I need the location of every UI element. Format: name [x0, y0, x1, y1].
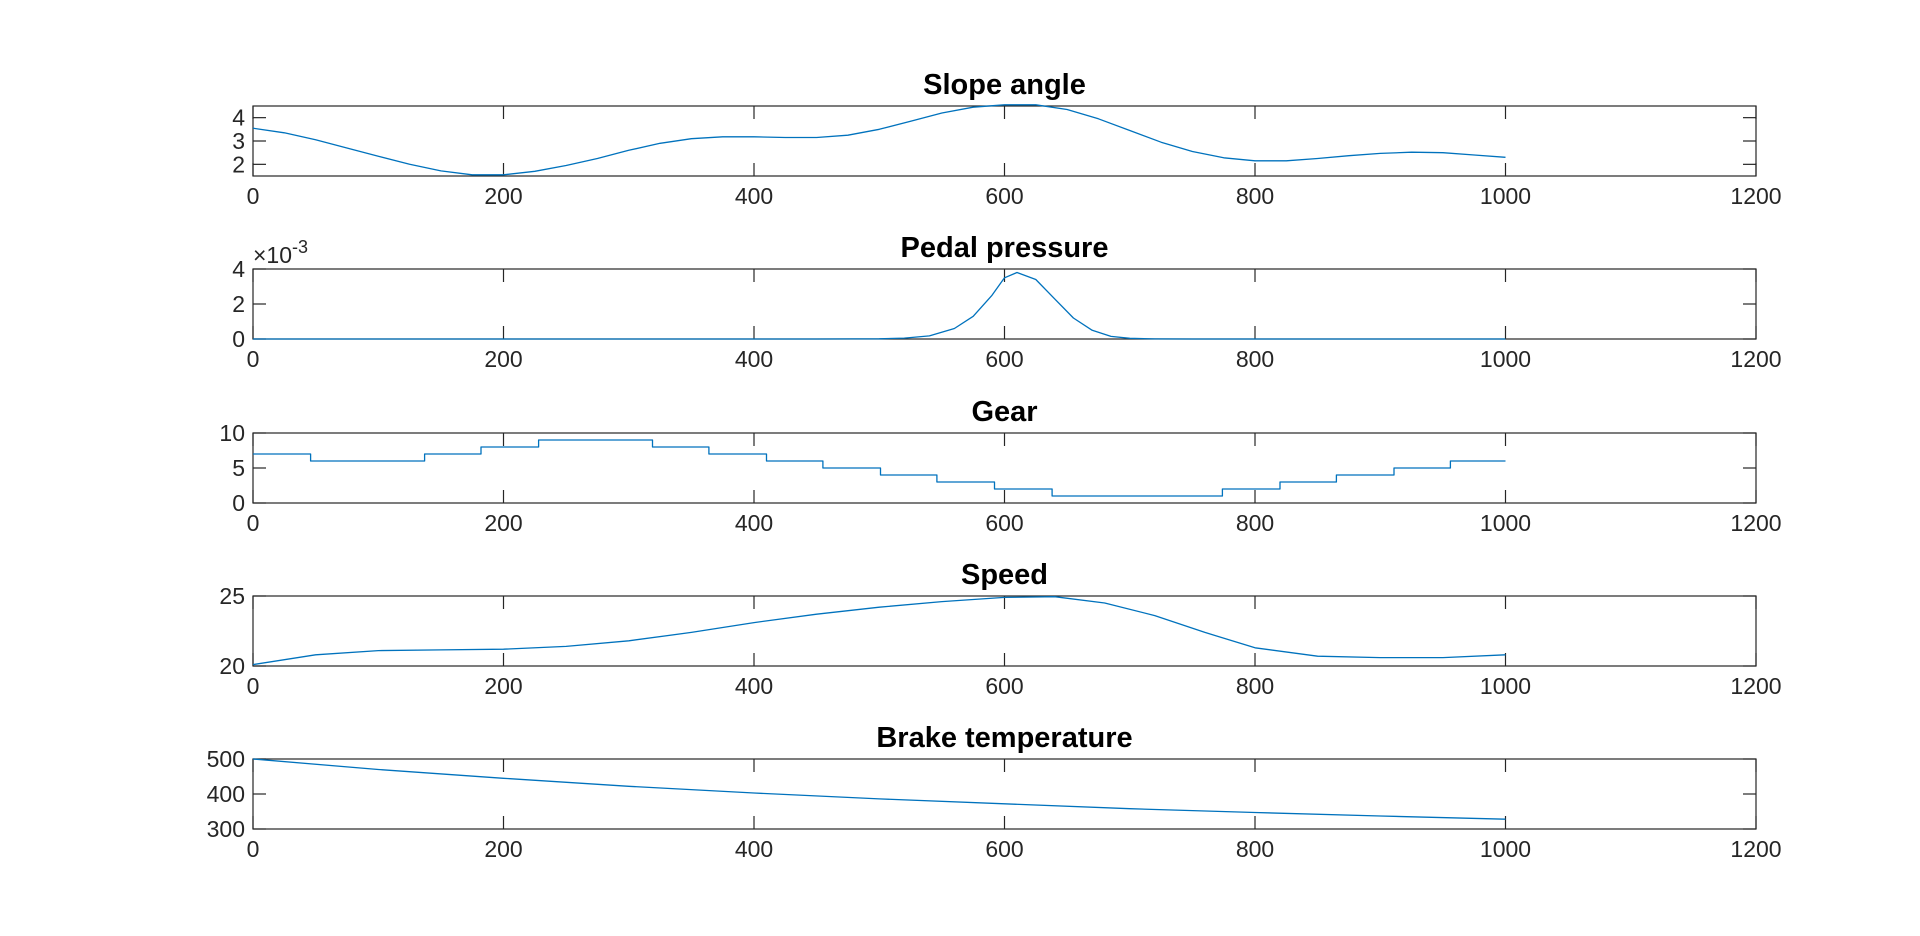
x-tick-label: 200 [484, 510, 522, 536]
exponent-base: ×10 [253, 242, 292, 268]
y-tick-label: 25 [219, 583, 245, 609]
x-tick-label: 400 [735, 346, 773, 372]
x-tick-label: 0 [247, 346, 260, 372]
x-tick-label: 1200 [1730, 346, 1781, 372]
x-tick-label: 1200 [1730, 673, 1781, 699]
series-line-gear [253, 439, 1506, 497]
y-tick-label: 20 [219, 653, 245, 679]
x-tick-label: 800 [1236, 183, 1274, 209]
x-tick-label: 1000 [1480, 510, 1531, 536]
x-tick-label: 0 [247, 183, 260, 209]
series-line-speed [252, 596, 1506, 666]
x-tick-label: 0 [247, 836, 260, 862]
exponent-power: -3 [292, 237, 308, 257]
x-tick-label: 400 [735, 673, 773, 699]
subplot-slope-angle: Slope angle 0 200 400 600 800 1000 1200 234 [232, 69, 1781, 209]
x-tick-label: 1000 [1480, 183, 1531, 209]
subplot-speed: Speed 0 200 400 600 800 1000 1200 20 25 [219, 559, 1781, 699]
subplot-gear: Gear 0 200 400 600 800 1000 1200 0 5 10 [219, 396, 1781, 536]
x-tick-label: 400 [735, 183, 773, 209]
chart-title: Slope angle [923, 69, 1086, 101]
x-tick-label: 1000 [1480, 836, 1531, 862]
x-tick-label: 1200 [1730, 183, 1781, 209]
chart-title: Gear [971, 396, 1037, 428]
x-tick-label: 0 [247, 673, 260, 699]
x-tick-label: 800 [1236, 673, 1274, 699]
x-tick-label: 1200 [1730, 836, 1781, 862]
x-tick-label: 800 [1236, 836, 1274, 862]
x-tick-label: 1200 [1730, 510, 1781, 536]
series-line-pedal-pressure [253, 271, 1506, 340]
y-tick-label: 3 [232, 128, 245, 154]
y-tick-label: 0 [232, 490, 245, 516]
x-tick-label: 200 [484, 183, 522, 209]
x-tick-label: 400 [735, 510, 773, 536]
x-tick-label: 600 [985, 836, 1023, 862]
y-tick-label: 4 [232, 105, 245, 131]
x-tick-label: 800 [1236, 510, 1274, 536]
y-tick-label: 400 [207, 781, 245, 807]
x-tick-label: 600 [985, 510, 1023, 536]
series-line-brake-temperature [252, 758, 1506, 820]
y-exponent-label: ×10-3 [253, 237, 308, 268]
x-tick-label: 800 [1236, 346, 1274, 372]
y-tick-label: 2 [232, 291, 245, 317]
x-tick-label: 600 [985, 346, 1023, 372]
chart-title: Brake temperature [876, 722, 1132, 754]
x-tick-label: 1000 [1480, 673, 1531, 699]
y-tick-label: 2 [232, 151, 245, 177]
y-tick-label: 300 [207, 816, 245, 842]
y-tick-label: 500 [207, 746, 245, 772]
subplot-brake-temperature: Brake temperature 0 200 400 600 800 1000 1200 30… [207, 722, 1782, 862]
x-tick-label: 400 [735, 836, 773, 862]
subplot-pedal-pressure: Pedal pressure 0 200 400 600 800 1000 1200 0 2 4 ×1… [232, 232, 1781, 372]
x-tick-label: 600 [985, 673, 1023, 699]
series-line-slope-angle [252, 104, 1506, 176]
y-tick-label: 4 [232, 256, 245, 282]
y-tick-label: 5 [232, 455, 245, 481]
chart-title: Pedal pressure [901, 232, 1109, 264]
x-tick-label: 0 [247, 510, 260, 536]
x-tick-label: 200 [484, 673, 522, 699]
chart-title: Speed [961, 559, 1048, 591]
x-tick-label: 600 [985, 183, 1023, 209]
y-tick-label: 10 [219, 420, 245, 446]
y-tick-label: 0 [232, 326, 245, 352]
x-tick-label: 200 [484, 836, 522, 862]
x-tick-label: 200 [484, 346, 522, 372]
x-tick-label: 1000 [1480, 346, 1531, 372]
